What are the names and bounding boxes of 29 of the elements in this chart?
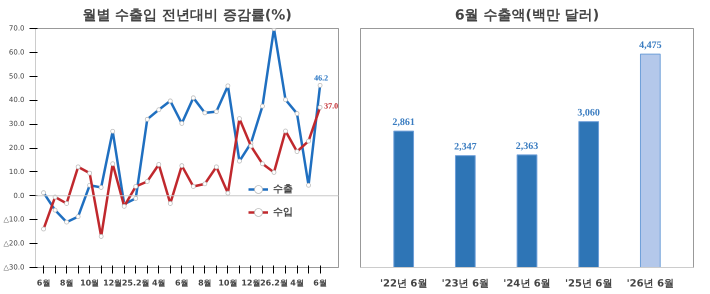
legend-label: 수입 bbox=[273, 206, 293, 219]
x-tick-label: '24년 6월 bbox=[503, 278, 551, 290]
chart-title: 6월 수출액(백만 달러) bbox=[454, 8, 600, 24]
data-label: 2,363 bbox=[516, 140, 538, 152]
x-tick-label: 6월 bbox=[36, 278, 50, 288]
x-tick-label: 26.2월 bbox=[260, 278, 288, 288]
x-tick-label: 10월 bbox=[80, 278, 100, 288]
data-label: 3,060 bbox=[577, 108, 600, 119]
data-label: 2,861 bbox=[392, 117, 415, 128]
x-tick-label: 8월 bbox=[60, 278, 74, 288]
chart-title: 월별 수출입 전년대비 증감률(%) bbox=[82, 8, 292, 24]
legend-label: 수출 bbox=[273, 183, 293, 196]
x-tick-label: 25.2월 bbox=[122, 278, 150, 288]
x-tick-label: 12월 bbox=[103, 278, 122, 288]
x-tick-label: '23년 6월 bbox=[442, 278, 490, 290]
x-tick-label: 12월 bbox=[241, 278, 261, 288]
x-tick-label: 10월 bbox=[218, 278, 238, 288]
x-tick-label: 6월 bbox=[175, 278, 189, 288]
x-tick-label: 8월 bbox=[198, 278, 212, 288]
data-label: 4,475 bbox=[639, 40, 662, 52]
x-tick-label: '26년 6월 bbox=[626, 278, 674, 290]
x-tick-label: 4월 bbox=[290, 278, 304, 288]
data-label: 37.0 bbox=[324, 101, 338, 110]
data-label: 46.2 bbox=[314, 73, 328, 82]
x-tick-label: 6월 bbox=[313, 278, 327, 288]
x-tick-label: '22년 6월 bbox=[380, 278, 428, 290]
x-tick-label: '25년 6월 bbox=[564, 278, 612, 290]
data-label: 2,347 bbox=[454, 142, 477, 153]
x-tick-label: 4월 bbox=[152, 278, 166, 288]
